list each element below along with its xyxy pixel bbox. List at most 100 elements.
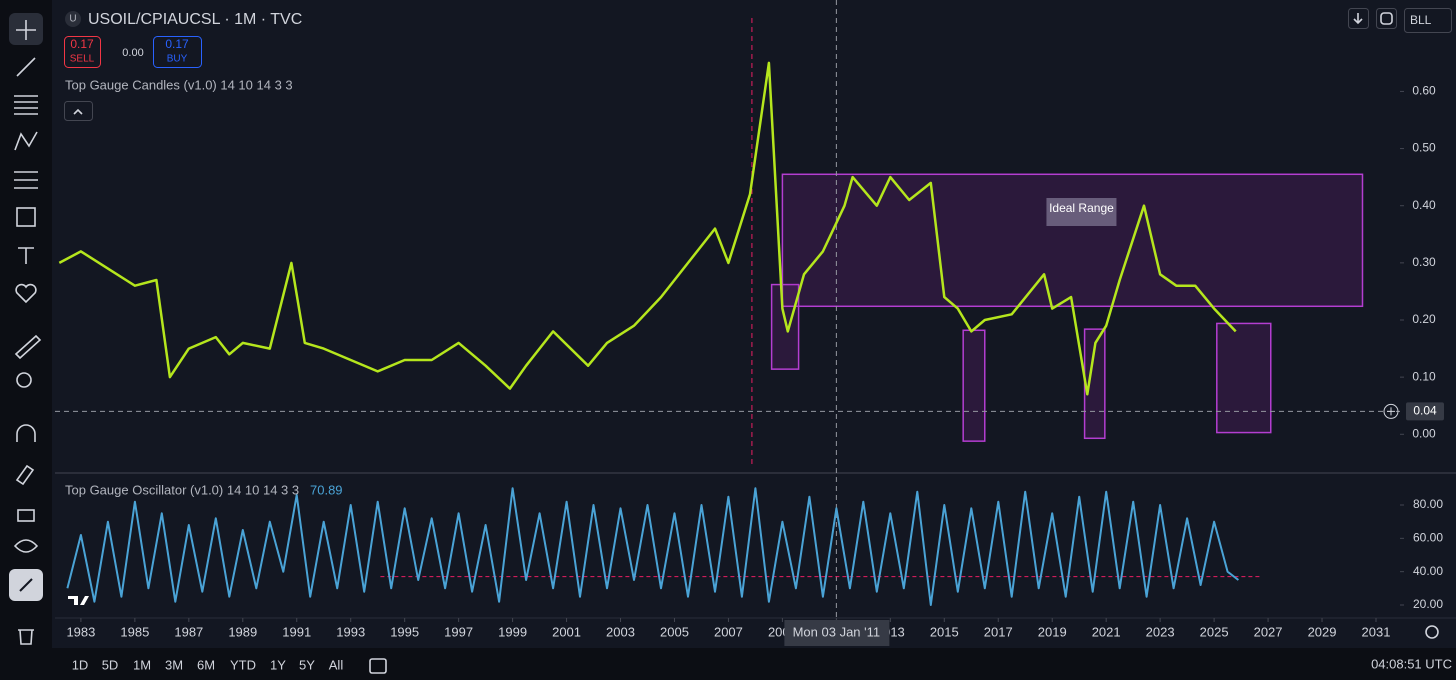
range-box [962, 329, 986, 442]
range-button[interactable]: 6M [197, 657, 215, 672]
buy-price: 0.17 [165, 37, 189, 51]
x-tick-label: 1993 [336, 624, 365, 639]
clock: 04:08:51 UTC [1371, 656, 1452, 671]
range-button[interactable]: All [329, 657, 344, 672]
x-tick-label: 1983 [66, 624, 95, 639]
x-tick-label: 2005 [660, 624, 689, 639]
x-tick-label: 1985 [120, 624, 149, 639]
range-button[interactable]: 1D [72, 657, 89, 672]
price-label: 0.04 [1413, 404, 1437, 418]
range-button[interactable]: 3M [165, 657, 183, 672]
x-tick-label: 2019 [1038, 624, 1067, 639]
download-button[interactable] [1348, 8, 1369, 29]
x-tick-label: 1991 [282, 624, 311, 639]
bottom-bar [52, 648, 1456, 680]
refresh-button[interactable] [1376, 8, 1397, 29]
sell-price: 0.17 [70, 37, 94, 51]
range-button[interactable]: 5D [102, 657, 119, 672]
x-tick-label: 2029 [1308, 624, 1337, 639]
y-tick-label: 60.00 [1413, 531, 1443, 545]
range-label-bg [1046, 198, 1117, 226]
x-tick-label: 2003 [606, 624, 635, 639]
y-tick-label: 80.00 [1413, 497, 1443, 511]
x-tick-label: 1989 [228, 624, 257, 639]
oscillator-legend: Top Gauge Oscillator (v1.0) 14 10 14 3 3 [65, 482, 299, 497]
y-tick-label: 20.00 [1413, 597, 1443, 611]
fib-tool[interactable] [14, 95, 38, 115]
x-tick-label: 2017 [984, 624, 1013, 639]
lock-tool[interactable] [17, 509, 35, 522]
y-tick-label: 0.40 [1412, 198, 1436, 212]
y-tick-label: 0.30 [1412, 255, 1436, 269]
indicator-legend: Top Gauge Candles (v1.0) 14 10 14 3 3 [65, 77, 293, 92]
x-tick-label: 1999 [498, 624, 527, 639]
date-range-button[interactable] [369, 658, 387, 674]
range-label: Ideal Range [1049, 201, 1114, 215]
x-tick-label: 2015 [930, 624, 959, 639]
time-label-bg [784, 620, 890, 646]
plot-area: Ideal Range [55, 0, 1400, 618]
magnet-tool[interactable] [16, 424, 36, 442]
symbol-title: USOIL/CPIAUCSL · 1M · TVC [88, 11, 302, 28]
x-tick-label: 1995 [390, 624, 419, 639]
trash-tool[interactable] [18, 629, 34, 645]
pattern-tool[interactable] [14, 131, 38, 151]
zoom-tool[interactable] [16, 372, 32, 388]
buy-label: BUY [167, 54, 188, 65]
spread: 0.00 [122, 47, 143, 59]
symbol-logo-letter: U [69, 14, 76, 25]
refresh-glyph [1380, 12, 1393, 25]
range-box [1216, 322, 1272, 434]
x-tick-label: 2007 [714, 624, 743, 639]
x-tick-label: 2023 [1146, 624, 1175, 639]
x-tick-label: 2021 [1092, 624, 1121, 639]
sell-label: SELL [70, 54, 95, 65]
x-tick-label: 1997 [444, 624, 473, 639]
add-alert-button[interactable] [1383, 403, 1399, 419]
series-line [66, 487, 1240, 606]
range-box [770, 283, 800, 370]
y-tick-label: 0.20 [1412, 312, 1436, 326]
x-tick-label: 2001 [552, 624, 581, 639]
collapse-chevron [73, 108, 83, 115]
settings-button[interactable] [1425, 625, 1439, 639]
link-glyph [19, 578, 33, 592]
line-tool[interactable] [16, 57, 36, 77]
price-label-bg [1406, 402, 1444, 421]
range-button[interactable]: 5Y [299, 657, 315, 672]
range-button[interactable]: YTD [230, 657, 256, 672]
symbol-box[interactable] [1404, 8, 1452, 33]
x-tick-label: 2027 [1254, 624, 1283, 639]
shape-tool[interactable] [16, 207, 36, 227]
y-tick-label: 0.10 [1412, 369, 1436, 383]
text-tool[interactable] [18, 247, 34, 264]
symbol-logo [65, 11, 81, 27]
tv-logo [68, 596, 89, 605]
buy-button[interactable] [153, 36, 202, 68]
symbol-box-text: BLL [1410, 13, 1432, 27]
crosshair-tool[interactable] [16, 20, 36, 40]
range-box [781, 173, 1364, 308]
x-tick-label: 2031 [1362, 624, 1391, 639]
projection-tool[interactable] [14, 171, 38, 189]
series-line [58, 61, 1237, 396]
range-button[interactable]: 1Y [270, 657, 286, 672]
toolbar-icons [9, 13, 43, 645]
y-tick-label: 0.00 [1412, 426, 1436, 440]
stay-drawing-tool[interactable] [15, 464, 35, 486]
collapse-button[interactable] [64, 101, 93, 121]
range-button[interactable]: 1M [133, 657, 151, 672]
x-tick-label: 1987 [174, 624, 203, 639]
add-alert-glyph [1387, 407, 1395, 416]
hide-tool[interactable] [13, 539, 39, 553]
sell-button[interactable] [64, 36, 101, 68]
y-tick-label: 0.50 [1412, 141, 1436, 155]
icon-tool[interactable] [15, 283, 37, 304]
time-label: Mon 03 Jan '11 [793, 624, 881, 639]
y-tick-label: 40.00 [1413, 564, 1443, 578]
x-tick-label: 2025 [1200, 624, 1229, 639]
oscillator-value: 70.89 [310, 482, 343, 497]
measure-tool[interactable] [14, 334, 42, 360]
